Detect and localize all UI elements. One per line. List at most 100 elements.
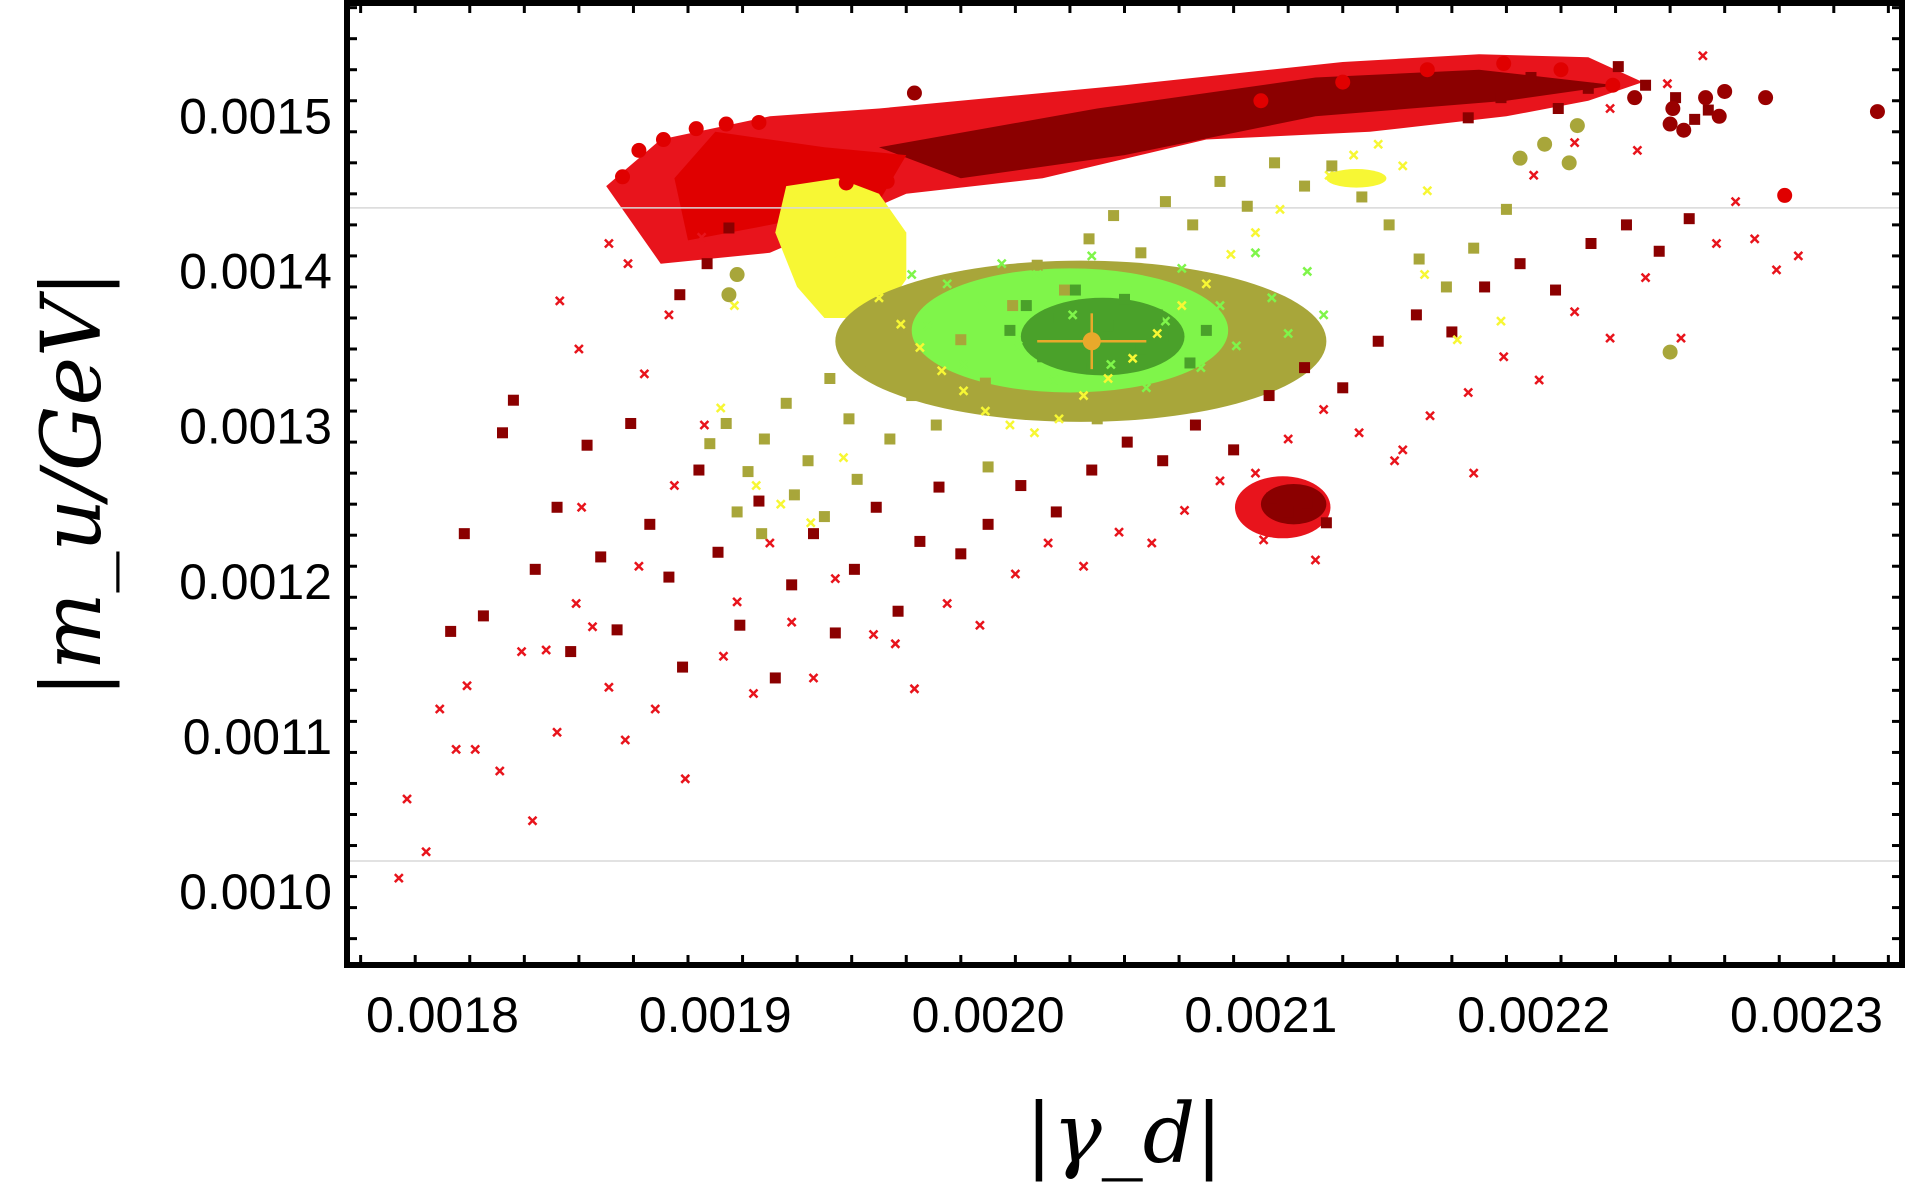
point-cross bbox=[1632, 145, 1643, 156]
point-circle bbox=[631, 142, 647, 158]
point-cross bbox=[1258, 534, 1269, 545]
point-circle bbox=[906, 85, 922, 101]
point-cross bbox=[1534, 375, 1545, 385]
point-cross bbox=[1569, 137, 1580, 148]
point-cross bbox=[1283, 434, 1294, 444]
point-square bbox=[1612, 61, 1624, 73]
point-cross bbox=[1176, 263, 1187, 274]
point-cross bbox=[1114, 527, 1124, 537]
point-circle bbox=[751, 114, 767, 130]
point-square bbox=[644, 518, 656, 530]
point-square bbox=[1269, 157, 1281, 169]
point-square bbox=[1135, 247, 1147, 259]
point-circle bbox=[1419, 62, 1435, 78]
point-square bbox=[1702, 104, 1714, 116]
point-cross bbox=[1146, 538, 1157, 548]
point-cross bbox=[915, 342, 925, 353]
point-cross bbox=[874, 292, 884, 303]
point-cross bbox=[462, 680, 472, 691]
point-cross bbox=[906, 269, 917, 280]
point-cross bbox=[1496, 316, 1506, 326]
point-square bbox=[756, 528, 768, 540]
point-cross bbox=[1569, 306, 1580, 317]
point-square bbox=[734, 619, 746, 631]
point-cross bbox=[664, 309, 674, 320]
point-square bbox=[1326, 160, 1338, 172]
point-square bbox=[1168, 331, 1180, 343]
point-square bbox=[906, 390, 918, 402]
point-square bbox=[458, 528, 470, 540]
point-square bbox=[829, 627, 841, 639]
point-cross bbox=[764, 538, 775, 548]
point-square bbox=[1135, 343, 1147, 355]
point-square bbox=[848, 563, 860, 575]
point-cross bbox=[975, 620, 985, 631]
x-tick-labels: 0.0018 0.0019 0.0020 0.0021 0.0022 0.002… bbox=[366, 987, 1883, 1043]
point-square bbox=[758, 433, 770, 445]
point-cross bbox=[958, 386, 969, 396]
point-square bbox=[1413, 253, 1425, 265]
point-cross bbox=[1283, 328, 1294, 339]
point-cross bbox=[1662, 78, 1673, 89]
point-cross bbox=[1266, 292, 1277, 303]
point-square bbox=[1069, 284, 1081, 296]
point-cross bbox=[718, 651, 729, 662]
point-cross bbox=[1697, 50, 1708, 61]
point-square bbox=[595, 551, 607, 563]
point-cross bbox=[1179, 505, 1190, 516]
point-cross bbox=[393, 873, 404, 883]
point-square bbox=[1241, 200, 1253, 212]
point-square bbox=[1383, 219, 1395, 231]
point-square bbox=[1640, 79, 1652, 91]
point-square bbox=[808, 528, 819, 540]
point-square bbox=[445, 625, 457, 637]
point-cross bbox=[623, 258, 633, 269]
point-square bbox=[1228, 444, 1240, 456]
point-cross bbox=[890, 638, 901, 649]
point-cross bbox=[1215, 300, 1225, 311]
point-cross bbox=[1013, 341, 1023, 351]
point-cross bbox=[1103, 373, 1114, 384]
point-square bbox=[1301, 497, 1313, 509]
x-tick-label: 0.0021 bbox=[1184, 987, 1337, 1043]
point-square bbox=[720, 417, 732, 429]
point-square bbox=[769, 672, 781, 684]
point-cross bbox=[1250, 247, 1261, 258]
point-cross bbox=[1010, 569, 1021, 579]
point-square bbox=[1282, 506, 1294, 518]
point-circle bbox=[1869, 104, 1885, 120]
point-square bbox=[1514, 258, 1526, 270]
point-square bbox=[753, 495, 765, 507]
point-square bbox=[788, 489, 800, 501]
point-square bbox=[1525, 71, 1537, 83]
point-cross bbox=[604, 238, 614, 249]
point-square bbox=[1189, 419, 1201, 431]
point-cross bbox=[1389, 455, 1400, 466]
point-circle bbox=[1253, 93, 1269, 109]
y-tick-label: 0.0014 bbox=[179, 243, 332, 299]
point-square bbox=[780, 397, 792, 409]
point-cross bbox=[852, 269, 863, 280]
point-cross bbox=[402, 794, 412, 804]
point-square bbox=[611, 624, 623, 636]
point-square bbox=[979, 377, 991, 389]
point-square bbox=[701, 258, 713, 270]
point-square bbox=[1159, 196, 1171, 208]
point-square bbox=[693, 464, 705, 476]
point-cross bbox=[516, 646, 527, 657]
region-darkred-island bbox=[1260, 484, 1327, 525]
point-circle bbox=[1537, 136, 1553, 152]
point-square bbox=[1500, 203, 1512, 215]
point-square bbox=[581, 439, 593, 451]
point-square bbox=[1004, 324, 1016, 336]
point-circle bbox=[1569, 118, 1585, 134]
point-cross bbox=[571, 598, 582, 609]
point-square bbox=[497, 427, 508, 439]
point-cross bbox=[942, 598, 953, 609]
point-cross bbox=[1048, 375, 1059, 385]
point-cross bbox=[1397, 161, 1408, 171]
point-cross bbox=[696, 232, 707, 243]
point-cross bbox=[996, 258, 1007, 269]
point-cross bbox=[1054, 413, 1064, 424]
y-tick-label: 0.0013 bbox=[179, 399, 332, 455]
